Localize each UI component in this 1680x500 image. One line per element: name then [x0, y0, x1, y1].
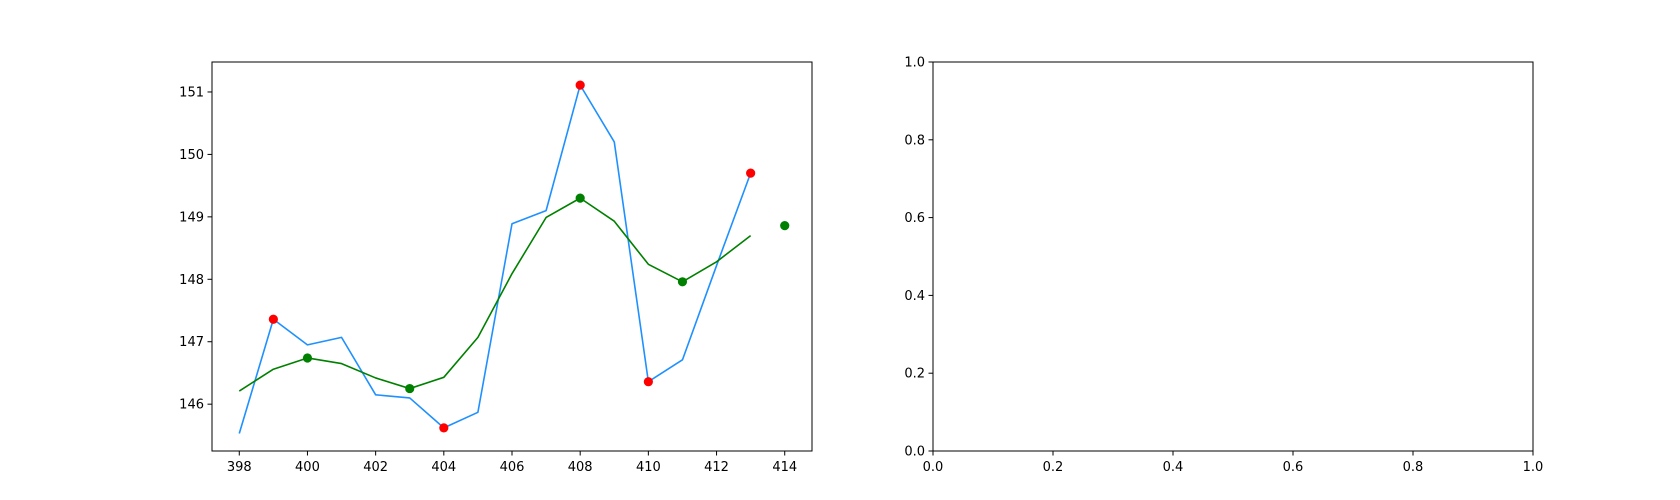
x-tick-label: 404	[431, 460, 456, 475]
x-tick-label: 0.4	[1163, 460, 1184, 475]
x-tick-label: 0.6	[1283, 460, 1304, 475]
y-tick-label: 0.8	[904, 133, 925, 148]
y-tick-label: 1.0	[904, 56, 925, 71]
x-tick-label: 1.0	[1523, 460, 1544, 475]
data-point	[780, 220, 790, 231]
series-line-1	[238, 197, 752, 392]
x-tick-label: 0.0	[923, 460, 944, 475]
axes-frame	[932, 61, 1534, 452]
right-chart-empty: 0.0 0.2 0.4 0.6 0.8 1.0 0.0 0.2 0.4 0.6 0.8 1.0	[904, 56, 1543, 476]
x-tick-label: 414	[772, 460, 797, 475]
y-tick-label: 148	[179, 273, 204, 288]
y-tick-label: 150	[179, 148, 204, 163]
x-tick-label: 402	[363, 460, 388, 475]
data-point	[405, 383, 415, 394]
x-tick-label: 410	[636, 460, 661, 475]
x-tick-label: 398	[227, 460, 252, 475]
y-tick-label: 151	[179, 85, 204, 100]
y-tick-label: 0.6	[904, 211, 925, 226]
y-tick-label: 146	[179, 398, 204, 413]
data-point	[302, 353, 313, 363]
x-tick-label: 408	[568, 460, 593, 475]
data-point	[575, 80, 585, 90]
y-tick-label: 0.2	[904, 367, 925, 382]
x-tick-label: 412	[704, 460, 729, 475]
data-point	[439, 423, 449, 433]
y-tick-label: 0.4	[904, 289, 925, 304]
x-tick-label: 0.8	[1403, 460, 1424, 475]
data-point	[746, 168, 756, 178]
left-chart: 398 400 402 404 406 408 410 412 414 146 147 148 149 1…	[179, 61, 813, 475]
y-tick-label: 0.0	[904, 445, 925, 460]
series-line-0	[238, 84, 752, 434]
x-tick-label: 0.2	[1043, 460, 1064, 475]
y-tick-label: 149	[179, 210, 204, 225]
data-point	[643, 377, 653, 387]
data-point	[268, 314, 278, 324]
data-point	[677, 277, 688, 287]
x-tick-label: 406	[500, 460, 525, 475]
y-tick-label: 147	[179, 335, 204, 350]
x-tick-label: 400	[295, 460, 320, 475]
data-point	[575, 193, 585, 203]
